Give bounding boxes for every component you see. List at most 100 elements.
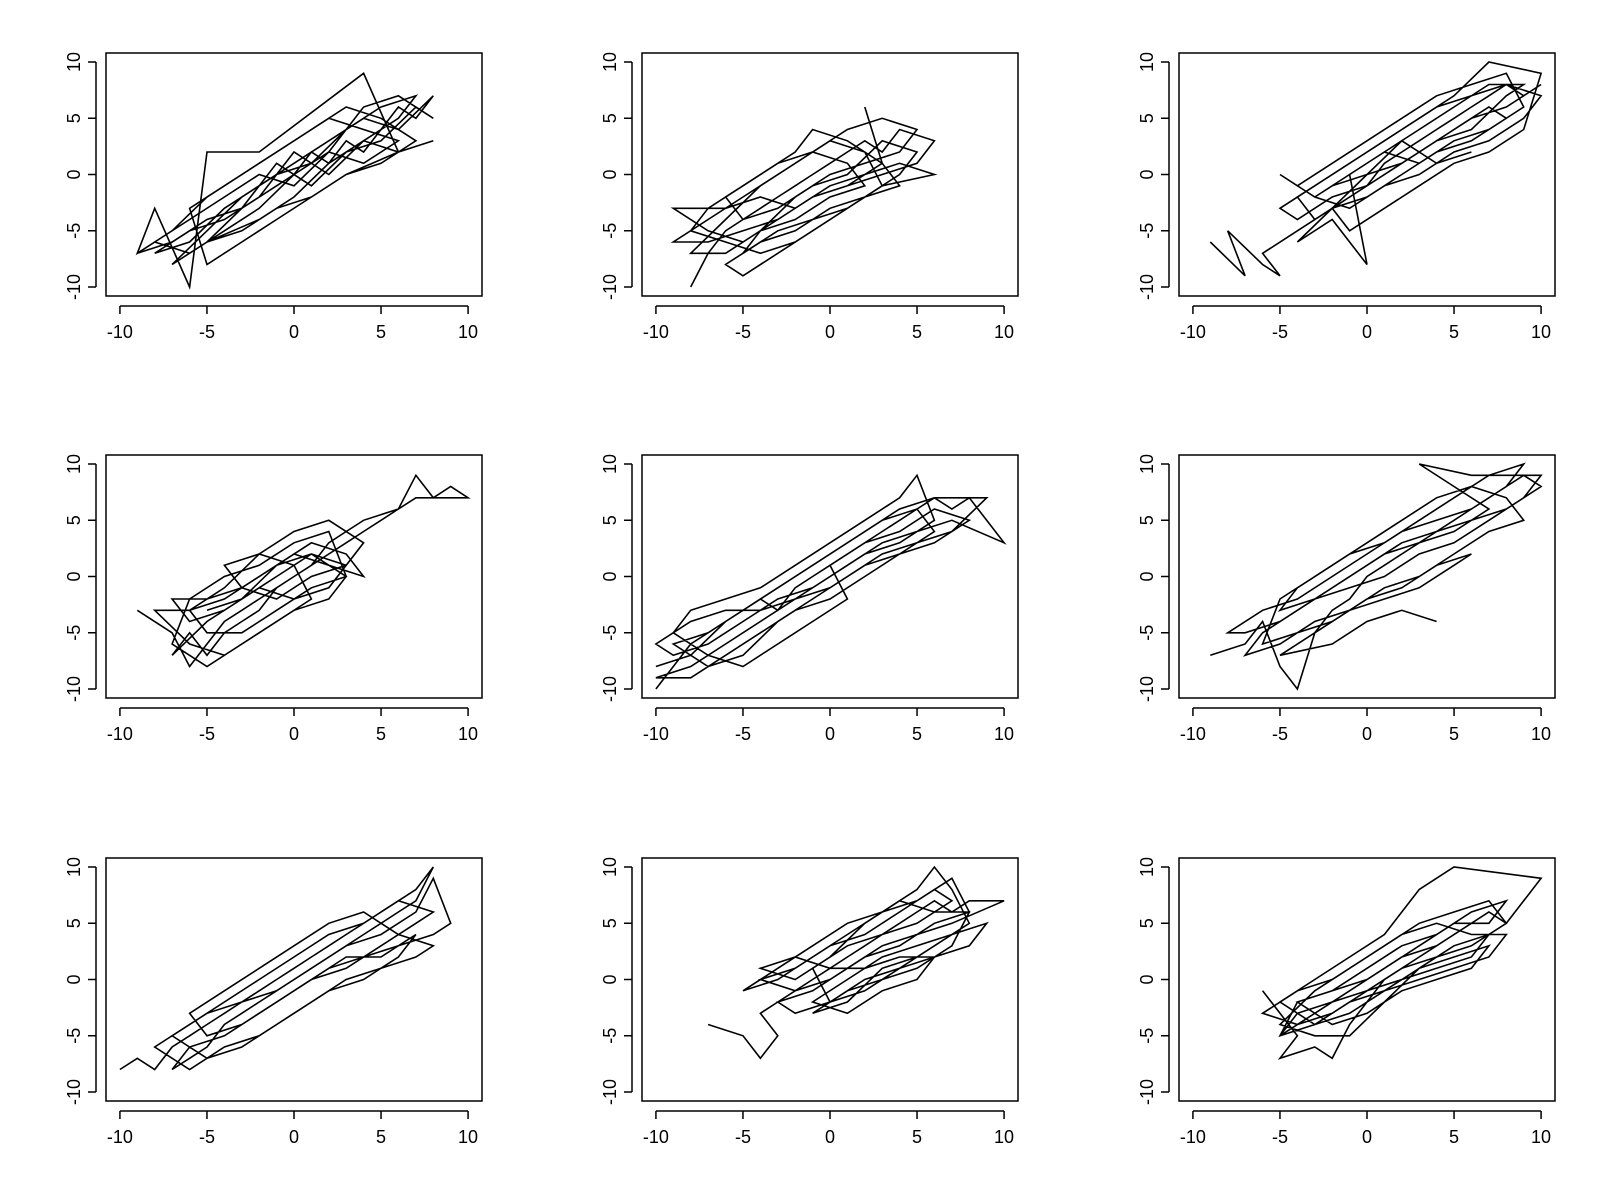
x-tick-label: 10 — [458, 724, 478, 744]
plot-frame — [1178, 857, 1556, 1102]
x-tick-label: 0 — [289, 322, 299, 342]
y-tick-label: -5 — [600, 625, 620, 641]
y-tick-label: -5 — [600, 1028, 620, 1044]
y-tick-label: 10 — [1137, 454, 1157, 474]
plot-frame — [105, 52, 483, 297]
y-tick-label: -10 — [600, 676, 620, 702]
y-tick-label: 0 — [600, 169, 620, 179]
y-tick-label: -10 — [1137, 274, 1157, 300]
x-tick-label: 10 — [994, 322, 1014, 342]
plot-panel-4: -10 -5 0 5 10 -10 -5 0 5 10 — [64, 454, 483, 744]
y-tick-label: 10 — [64, 52, 84, 72]
y-tick-label: 5 — [64, 113, 84, 123]
y-tick-label: 5 — [1137, 113, 1157, 123]
x-tick-label: -5 — [1272, 1127, 1288, 1147]
x-tick-label: -10 — [643, 1127, 669, 1147]
x-tick-label: -5 — [735, 322, 751, 342]
y-tick-label: 0 — [600, 974, 620, 984]
y-tick-label: 0 — [64, 169, 84, 179]
y-tick-label: 10 — [600, 52, 620, 72]
plot-panel-9: -10 -5 0 5 10 -10 -5 0 5 10 — [1137, 857, 1556, 1147]
x-tick-label: 5 — [1449, 322, 1459, 342]
y-tick-label: 10 — [64, 857, 84, 877]
x-tick-label: -5 — [199, 1127, 215, 1147]
plot-frame — [1178, 52, 1556, 297]
x-tick-label: 10 — [1531, 1127, 1551, 1147]
y-tick-label: -10 — [64, 274, 84, 300]
x-tick-label: 0 — [825, 322, 835, 342]
x-tick-label: -5 — [199, 724, 215, 744]
x-tick-label: -5 — [735, 724, 751, 744]
y-tick-label: -10 — [1137, 676, 1157, 702]
y-tick-label: 0 — [1137, 571, 1157, 581]
x-tick-label: 0 — [1362, 1127, 1372, 1147]
x-tick-label: 10 — [1531, 322, 1551, 342]
y-tick-label: 10 — [1137, 52, 1157, 72]
x-tick-label: -10 — [107, 1127, 133, 1147]
x-tick-label: 5 — [1449, 724, 1459, 744]
y-tick-label: 5 — [600, 918, 620, 928]
y-tick-label: -5 — [1137, 223, 1157, 239]
y-tick-label: -10 — [64, 676, 84, 702]
y-tick-label: -5 — [64, 1028, 84, 1044]
y-tick-label: 10 — [1137, 857, 1157, 877]
y-tick-label: -5 — [64, 223, 84, 239]
x-tick-label: 5 — [376, 1127, 386, 1147]
x-tick-label: -10 — [1180, 322, 1206, 342]
x-tick-label: 0 — [289, 724, 299, 744]
y-tick-label: 0 — [600, 571, 620, 581]
series-line — [654, 473, 1007, 690]
y-tick-label: -10 — [600, 274, 620, 300]
x-tick-label: -10 — [1180, 724, 1206, 744]
series-line — [1260, 866, 1543, 1060]
x-tick-label: 10 — [994, 724, 1014, 744]
y-tick-label: 10 — [600, 454, 620, 474]
x-tick-label: 5 — [376, 724, 386, 744]
y-tick-label: 5 — [1137, 918, 1157, 928]
x-tick-label: 0 — [289, 1127, 299, 1147]
plot-panel-7: -10 -5 0 5 10 -10 -5 0 5 10 — [64, 857, 483, 1147]
plot-frame — [641, 857, 1019, 1102]
plot-frame — [641, 52, 1019, 297]
y-tick-label: 10 — [64, 454, 84, 474]
y-tick-label: -10 — [1137, 1079, 1157, 1105]
y-tick-label: 0 — [1137, 974, 1157, 984]
x-tick-label: -10 — [107, 322, 133, 342]
y-tick-label: 5 — [64, 918, 84, 928]
y-tick-label: -5 — [64, 625, 84, 641]
plot-panel-5: -10 -5 0 5 10 -10 -5 0 5 10 — [600, 454, 1019, 744]
x-tick-label: 0 — [1362, 322, 1372, 342]
x-tick-label: 5 — [912, 1127, 922, 1147]
x-tick-label: -10 — [107, 724, 133, 744]
x-tick-label: -5 — [1272, 724, 1288, 744]
plot-frame — [1178, 454, 1556, 699]
plot-panel-1: -10 -5 0 5 10 -10 -5 0 5 10 — [64, 52, 483, 342]
y-tick-label: 5 — [1137, 515, 1157, 525]
y-tick-label: -10 — [600, 1079, 620, 1105]
y-tick-label: -5 — [1137, 1028, 1157, 1044]
plot-panel-6: -10 -5 0 5 10 -10 -5 0 5 10 — [1137, 454, 1556, 744]
x-tick-label: -10 — [643, 322, 669, 342]
x-tick-label: -5 — [199, 322, 215, 342]
x-tick-label: -10 — [643, 724, 669, 744]
series-line — [136, 473, 471, 668]
series-line — [119, 866, 452, 1071]
y-tick-label: 10 — [600, 857, 620, 877]
x-tick-label: 0 — [1362, 724, 1372, 744]
x-tick-label: 10 — [1531, 724, 1551, 744]
x-tick-label: 0 — [825, 724, 835, 744]
x-tick-label: 0 — [825, 1127, 835, 1147]
x-tick-label: 5 — [912, 322, 922, 342]
y-tick-label: -5 — [1137, 625, 1157, 641]
series-line — [707, 865, 1005, 1060]
x-tick-label: -10 — [1180, 1127, 1206, 1147]
series-line — [1210, 462, 1543, 691]
y-tick-label: 5 — [64, 515, 84, 525]
x-tick-label: -5 — [1272, 322, 1288, 342]
x-tick-label: 10 — [458, 1127, 478, 1147]
plot-panel-8: -10 -5 0 5 10 -10 -5 0 5 10 — [600, 857, 1019, 1147]
x-tick-label: 5 — [376, 322, 386, 342]
plot-panel-3: -10 -5 0 5 10 -10 -5 0 5 10 — [1137, 52, 1556, 342]
y-tick-label: 0 — [1137, 169, 1157, 179]
